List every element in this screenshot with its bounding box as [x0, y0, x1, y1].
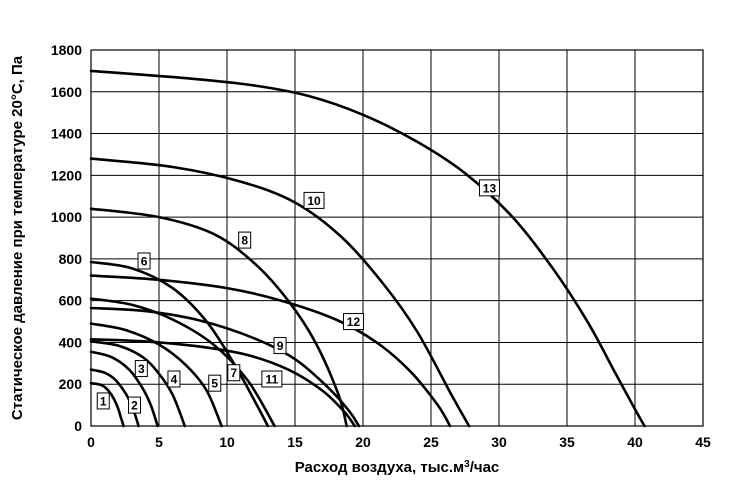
y-tick-label: 1000	[51, 209, 82, 225]
curve-label-text: 13	[483, 181, 497, 195]
x-tick-label: 45	[695, 434, 711, 450]
curve-label-text: 7	[230, 366, 237, 380]
y-tick-label: 1800	[51, 42, 82, 58]
curve-label-text: 8	[241, 234, 248, 248]
curve-label-8: 8	[238, 231, 252, 249]
curve-label-box	[303, 191, 325, 209]
curve-label-text: 9	[277, 339, 284, 353]
grid	[90, 49, 704, 427]
curve-8	[89, 207, 348, 428]
x-tick-label: 40	[627, 434, 643, 450]
x-tick-label: 5	[155, 434, 163, 450]
x-tick-label: 0	[87, 434, 95, 450]
y-axis-title: Статическое давление при температуре 20°…	[9, 55, 26, 420]
curve-5	[89, 322, 223, 428]
x-tick-label: 20	[355, 434, 371, 450]
curve-label-box	[96, 392, 110, 410]
curve-label-box	[128, 396, 142, 414]
y-tick-label: 400	[59, 334, 83, 350]
x-tick-label: 35	[559, 434, 575, 450]
y-tick-label: 200	[59, 376, 83, 392]
curve-label-box	[208, 374, 222, 392]
curve-13	[89, 69, 646, 428]
curve-label-text: 4	[171, 373, 178, 387]
curve-label-12: 12	[342, 313, 364, 331]
curve-label-box	[167, 370, 181, 388]
curve-label-10: 10	[303, 191, 325, 209]
curve-4	[89, 340, 187, 428]
curve-label-text: 6	[141, 254, 148, 268]
y-tick-label: 600	[59, 293, 83, 309]
x-axis-title-superscript: 3	[464, 459, 470, 470]
x-tick-label: 10	[219, 434, 235, 450]
curve-12	[89, 274, 452, 428]
x-tick-label: 30	[491, 434, 507, 450]
curve-label-9: 9	[273, 337, 287, 355]
curve-label-text: 2	[131, 399, 138, 413]
curve-label-box	[227, 364, 241, 382]
curve-9	[89, 338, 357, 428]
y-tick-label: 800	[59, 251, 83, 267]
curve-label-3: 3	[134, 360, 148, 378]
curve-3	[89, 350, 159, 428]
x-axis-title: Расход воздуха, тыс.м3/час	[295, 459, 500, 477]
y-tick-label: 0	[74, 418, 82, 434]
curve-label-text: 1	[100, 394, 107, 408]
curve-label-text: 11	[266, 373, 279, 387]
curve-label-text: 10	[307, 194, 321, 208]
curve-label-box	[137, 252, 151, 270]
curve-label-7: 7	[227, 364, 241, 382]
curve-label-box	[134, 360, 148, 378]
curve-label-box	[238, 231, 252, 249]
curve-label-text: 3	[138, 362, 145, 376]
x-axis-title-main: Расход воздуха, тыс.м	[295, 459, 464, 476]
curve-label-text: 5	[211, 377, 218, 391]
curve-label-13: 13	[478, 179, 500, 197]
curve-label-box	[342, 313, 364, 331]
curve-label-4: 4	[167, 370, 181, 388]
curve-label-text: 12	[347, 315, 361, 329]
curve-label-box	[273, 337, 287, 355]
curve-label-11: 11	[261, 370, 283, 388]
curve-10	[89, 157, 471, 428]
y-tick-label: 1600	[51, 84, 82, 100]
x-tick-label: 15	[287, 434, 303, 450]
tick-labels: 0 5 10 15 20 25 30 35 40 450200400600800100012001…	[51, 42, 711, 450]
plot-frame	[90, 49, 704, 427]
curve-label-5: 5	[208, 374, 222, 392]
y-tick-label: 1400	[51, 126, 82, 142]
y-tick-label: 1200	[51, 167, 82, 183]
curve-1	[89, 381, 125, 428]
curve-label-box	[478, 179, 500, 197]
x-axis-title-tail: /час	[470, 459, 500, 476]
curve-label-6: 6	[137, 252, 151, 270]
x-tick-label: 25	[423, 434, 439, 450]
curve-7	[89, 297, 276, 428]
curve-label-2: 2	[128, 396, 142, 414]
curve-label-box	[261, 370, 283, 388]
curve-label-1: 1	[96, 392, 110, 410]
